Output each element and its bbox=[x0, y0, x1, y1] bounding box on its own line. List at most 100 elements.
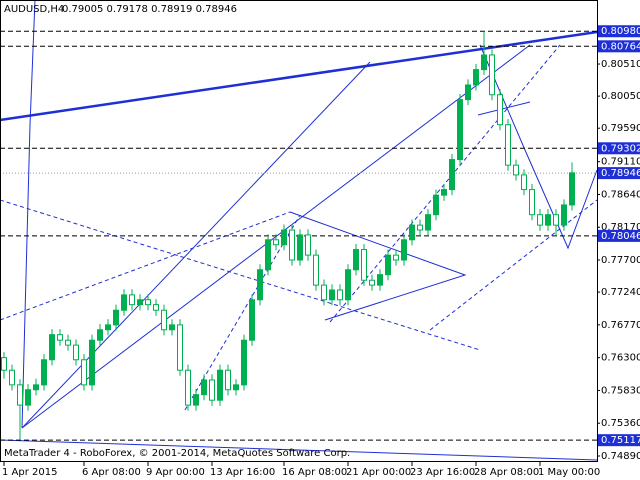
level-label-box bbox=[597, 40, 640, 53]
y-tick-label: 0.76300 bbox=[601, 353, 640, 364]
trend-line bbox=[477, 101, 531, 116]
candle-body bbox=[289, 229, 295, 261]
candle-body bbox=[161, 309, 167, 331]
x-tick-label: 23 Apr 16:00 bbox=[410, 467, 475, 478]
candle-body bbox=[497, 94, 503, 126]
candle-body bbox=[521, 174, 527, 191]
candle-body bbox=[441, 189, 447, 196]
candle-body bbox=[217, 369, 223, 401]
candle-body bbox=[17, 384, 23, 406]
candle-body bbox=[281, 229, 287, 246]
x-tick-label: 6 Apr 08:00 bbox=[82, 467, 141, 478]
candle-body bbox=[265, 239, 271, 271]
candle-body bbox=[561, 204, 567, 226]
channel-line bbox=[429, 199, 598, 331]
y-tick-label: 0.77700 bbox=[601, 255, 640, 266]
x-tick-label: 1 Apr 2015 bbox=[2, 467, 57, 478]
candle-body bbox=[417, 224, 423, 231]
x-tick-label: 1 May 00:00 bbox=[538, 467, 600, 478]
candle-body bbox=[113, 309, 119, 326]
candle-body bbox=[385, 254, 391, 276]
channel-line bbox=[0, 211, 291, 321]
candle-body bbox=[393, 254, 399, 261]
candle-body bbox=[321, 284, 327, 301]
candle-body bbox=[89, 339, 95, 386]
candle-body bbox=[449, 159, 455, 191]
candle-body bbox=[81, 359, 87, 386]
x-tick-label: 13 Apr 16:00 bbox=[210, 467, 275, 478]
candle-body bbox=[369, 279, 375, 286]
candle-body bbox=[465, 84, 471, 101]
y-tick-label: 0.80510 bbox=[601, 59, 640, 70]
candle-body bbox=[1, 357, 7, 371]
candle-body bbox=[305, 234, 311, 256]
candle-body bbox=[209, 379, 215, 401]
level-label: 0.80764 bbox=[601, 41, 640, 52]
candle-body bbox=[489, 54, 495, 96]
candle-body bbox=[457, 99, 463, 161]
x-tick-label: 9 Apr 00:00 bbox=[146, 467, 205, 478]
candle-body bbox=[401, 239, 407, 261]
y-tick-label: 0.75830 bbox=[601, 385, 640, 396]
candle-body bbox=[473, 69, 479, 86]
level-label-box bbox=[597, 229, 640, 242]
candle-body bbox=[49, 334, 55, 361]
level-label: 0.78046 bbox=[601, 231, 640, 242]
trend-line bbox=[21, 0, 36, 429]
candle-body bbox=[337, 289, 343, 301]
candle-body bbox=[25, 389, 31, 406]
chart-title: AUDUSD,H4 bbox=[4, 4, 64, 15]
candle-body bbox=[137, 299, 143, 306]
x-tick-label: 28 Apr 08:00 bbox=[474, 467, 539, 478]
candle-body bbox=[129, 294, 135, 306]
candle-body bbox=[153, 304, 159, 311]
level-label: 0.75117 bbox=[601, 435, 640, 446]
candle-body bbox=[553, 214, 559, 226]
candle-body bbox=[177, 324, 183, 371]
y-tick-label: 0.74890 bbox=[601, 451, 640, 462]
candle-body bbox=[361, 249, 367, 281]
trend-line bbox=[21, 61, 371, 429]
candle-body bbox=[145, 299, 151, 306]
y-tick-label: 0.77240 bbox=[601, 287, 640, 298]
y-tick-label: 0.79110 bbox=[601, 157, 640, 168]
trend-line bbox=[0, 439, 598, 461]
candle-body bbox=[201, 379, 207, 396]
y-tick-label: 0.76770 bbox=[601, 320, 640, 331]
candle-body bbox=[505, 124, 511, 166]
candle-body bbox=[425, 214, 431, 231]
candle-body bbox=[97, 329, 103, 341]
candle-body bbox=[409, 224, 415, 241]
candle-body bbox=[297, 234, 303, 261]
y-tick-label: 0.79590 bbox=[601, 123, 640, 134]
candle-body bbox=[513, 164, 519, 176]
candle-body bbox=[433, 194, 439, 216]
candle-body bbox=[225, 369, 231, 391]
candle-body bbox=[193, 394, 199, 406]
last-bar-values: 0.79005 0.79178 0.78919 0.78946 bbox=[62, 4, 237, 15]
level-label: 0.80980 bbox=[601, 26, 640, 37]
candle-body bbox=[377, 274, 383, 286]
candle-body bbox=[65, 339, 71, 346]
candle-body bbox=[273, 239, 279, 246]
level-label-box bbox=[597, 167, 640, 180]
level-label: 0.79302 bbox=[601, 143, 640, 154]
x-tick-label: 21 Apr 00:00 bbox=[346, 467, 411, 478]
candle-body bbox=[345, 269, 351, 301]
triangle-line bbox=[289, 211, 467, 321]
candle-body bbox=[569, 172, 575, 206]
candle-body bbox=[537, 214, 543, 226]
analysis-lines bbox=[0, 0, 598, 461]
level-label: 0.78946 bbox=[601, 168, 640, 179]
candle-body bbox=[33, 384, 39, 391]
y-tick-label: 0.80050 bbox=[601, 91, 640, 102]
candle-body bbox=[41, 359, 47, 386]
level-label-box bbox=[597, 142, 640, 155]
candle-body bbox=[257, 269, 263, 301]
level-label-box bbox=[597, 434, 640, 447]
candle-body bbox=[329, 289, 335, 301]
candle-body bbox=[73, 344, 79, 361]
candle-body bbox=[241, 339, 247, 386]
